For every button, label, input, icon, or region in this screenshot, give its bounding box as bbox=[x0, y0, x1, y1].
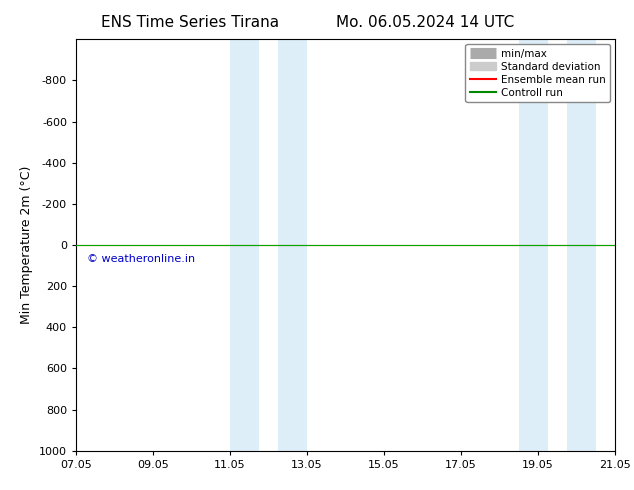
Bar bbox=[519, 39, 548, 451]
Text: ENS Time Series Tirana: ENS Time Series Tirana bbox=[101, 15, 279, 30]
Legend: min/max, Standard deviation, Ensemble mean run, Controll run: min/max, Standard deviation, Ensemble me… bbox=[465, 45, 610, 102]
Text: Mo. 06.05.2024 14 UTC: Mo. 06.05.2024 14 UTC bbox=[335, 15, 514, 30]
Bar bbox=[230, 39, 259, 451]
Y-axis label: Min Temperature 2m (°C): Min Temperature 2m (°C) bbox=[20, 166, 34, 324]
Bar bbox=[567, 39, 596, 451]
Text: © weatheronline.in: © weatheronline.in bbox=[87, 254, 195, 265]
Bar bbox=[278, 39, 307, 451]
